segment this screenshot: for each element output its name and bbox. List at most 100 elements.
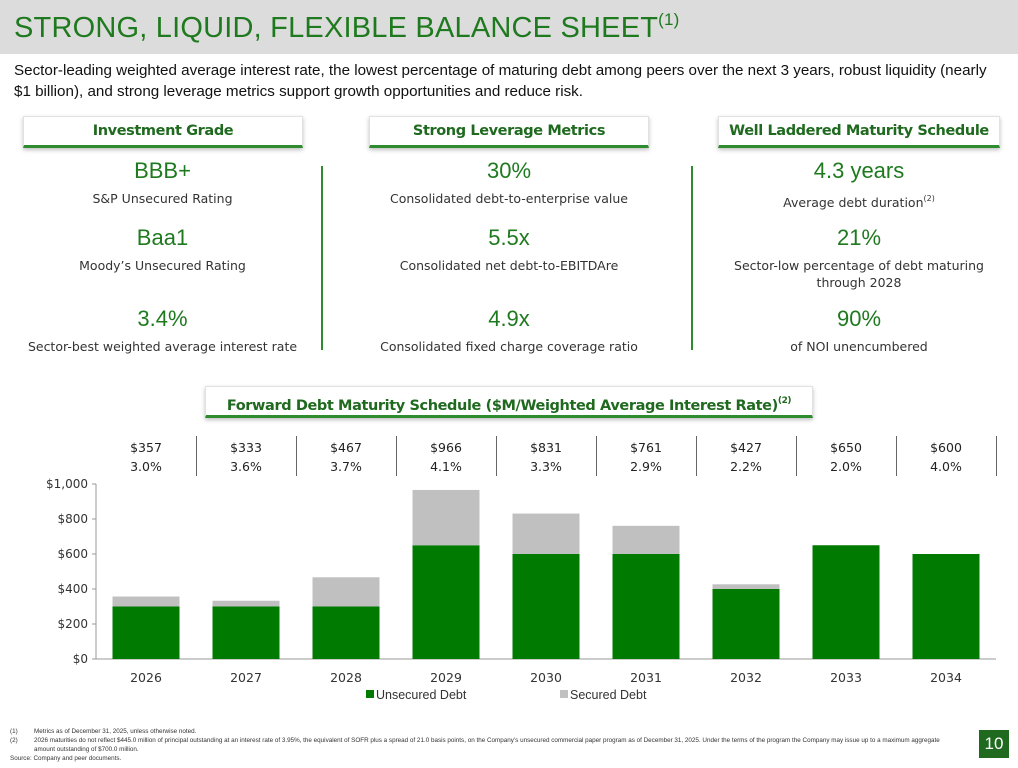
metric-label: S&P Unsecured Rating <box>92 191 233 206</box>
subtitle: Sector-leading weighted average interest… <box>14 62 987 100</box>
x-tick-label: 2027 <box>230 670 262 685</box>
metric-debt-to-ev: 30% Consolidated debt-to-enterprise valu… <box>358 158 660 207</box>
metric-moodys-rating: Baa1 Moody’s Unsecured Rating <box>10 225 315 274</box>
maturity-label: $427 2.2% <box>696 438 796 478</box>
label-separator <box>396 436 397 476</box>
total-label: $333 <box>230 440 262 455</box>
rate-label: 2.9% <box>630 459 662 474</box>
y-tick-label: $800 <box>57 512 88 526</box>
label-separator <box>496 436 497 476</box>
chart-header: Forward Debt Maturity Schedule ($M/Weigh… <box>205 386 813 418</box>
bar-secured-debt <box>312 577 380 607</box>
legend-swatch <box>366 690 374 698</box>
y-tick-label: $1,000 <box>46 477 88 491</box>
x-tick-label: 2034 <box>930 670 962 685</box>
maturity-label: $333 3.6% <box>196 438 296 478</box>
total-label: $831 <box>530 440 562 455</box>
maturity-label: $600 4.0% <box>896 438 996 478</box>
maturity-label: $467 3.7% <box>296 438 396 478</box>
footnotes: (1) Metrics as of December 31, 2025, unle… <box>10 727 960 763</box>
metric-label: of NOI unencumbered <box>790 339 928 354</box>
maturity-label: $650 2.0% <box>796 438 896 478</box>
x-tick-label: 2033 <box>830 670 862 685</box>
metric-label: Consolidated debt-to-enterprise value <box>390 191 628 206</box>
metric-label: Sector-best weighted average interest ra… <box>27 339 298 354</box>
y-tick-label: $400 <box>57 582 88 596</box>
metric-value: 4.3 years <box>813 158 905 183</box>
title-bar: STRONG, LIQUID, FLEXIBLE BALANCE SHEET(1… <box>0 0 1018 54</box>
legend-swatch <box>560 690 568 698</box>
maturity-label: $966 4.1% <box>396 438 496 478</box>
label-separator <box>196 436 197 476</box>
total-label: $966 <box>430 440 462 455</box>
metric-value: BBB+ <box>134 158 191 183</box>
x-tick-label: 2028 <box>330 670 362 685</box>
metric-value: 4.9x <box>488 306 530 331</box>
column-divider <box>691 166 693 350</box>
rate-label: 4.0% <box>930 459 962 474</box>
label-separator <box>896 436 897 476</box>
y-tick-label: $200 <box>57 617 88 631</box>
header-well-laddered-maturity: Well Laddered Maturity Schedule <box>718 116 1000 148</box>
metric-value: 5.5x <box>488 225 530 250</box>
page-title: STRONG, LIQUID, FLEXIBLE BALANCE SHEET(1… <box>14 10 680 44</box>
bar-unsecured-debt <box>212 606 280 659</box>
bar-secured-debt <box>212 600 280 607</box>
bar-secured-debt <box>412 489 480 546</box>
total-label: $650 <box>830 440 862 455</box>
source-note: Source: Company and peer documents. <box>10 755 122 762</box>
footnote: (2) 2026 maturities do not reflect $445.0… <box>10 737 940 753</box>
bar-secured-debt <box>612 525 680 554</box>
bar-unsecured-debt <box>912 554 980 659</box>
page-number: 10 <box>979 730 1009 758</box>
maturity-label: $357 3.0% <box>96 438 196 478</box>
metric-value: 3.4% <box>137 306 188 331</box>
x-tick-label: 2029 <box>430 670 462 685</box>
bar-secured-debt <box>112 596 180 607</box>
bar-unsecured-debt <box>712 589 780 659</box>
bar-unsecured-debt <box>112 606 180 659</box>
metric-fixed-charge-coverage: 4.9x Consolidated fixed charge coverage … <box>358 306 660 355</box>
label-separator <box>296 436 297 476</box>
metric-label: Sector-low percentage of debt maturing t… <box>734 258 984 290</box>
total-label: $427 <box>730 440 762 455</box>
metric-interest-rate: 3.4% Sector-best weighted average intere… <box>10 306 315 355</box>
metric-maturing-debt-pct: 21% Sector-low percentage of debt maturi… <box>728 225 990 291</box>
total-label: $600 <box>930 440 962 455</box>
maturity-bar-chart: $0 $200 $400 $600 $800 $1,000 2026 2027 2028 2029… <box>46 477 996 702</box>
x-tick-label: 2026 <box>130 670 162 685</box>
rate-label: 3.7% <box>330 459 362 474</box>
metric-label: Consolidated fixed charge coverage ratio <box>380 339 638 354</box>
metric-label: Average debt duration(2) <box>783 194 935 210</box>
maturity-label: $761 2.9% <box>596 438 696 478</box>
rate-label: 2.2% <box>730 459 762 474</box>
total-label: $761 <box>630 440 662 455</box>
header-investment-grade: Investment Grade <box>23 116 303 148</box>
bar-secured-debt <box>512 513 580 554</box>
legend-label: Secured Debt <box>570 688 647 702</box>
bar-unsecured-debt <box>312 606 380 659</box>
x-tick-label: 2030 <box>530 670 562 685</box>
metric-sp-rating: BBB+ S&P Unsecured Rating <box>10 158 315 207</box>
metric-noi-unencumbered: 90% of NOI unencumbered <box>718 306 1000 355</box>
total-label: $357 <box>130 440 162 455</box>
label-separator <box>696 436 697 476</box>
metric-value: Baa1 <box>136 225 189 250</box>
metric-debt-duration: 4.3 years Average debt duration(2) <box>718 158 1000 211</box>
label-separator <box>796 436 797 476</box>
metric-value: 90% <box>836 306 882 331</box>
rate-label: 3.6% <box>230 459 262 474</box>
rate-label: 2.0% <box>830 459 862 474</box>
bar-unsecured-debt <box>412 545 480 659</box>
y-tick-label: $600 <box>57 547 88 561</box>
column-divider <box>321 166 323 350</box>
bar-unsecured-debt <box>512 554 580 659</box>
maturity-label: $831 3.3% <box>496 438 596 478</box>
rate-label: 3.3% <box>530 459 562 474</box>
x-tick-label: 2032 <box>730 670 762 685</box>
bar-unsecured-debt <box>612 554 680 659</box>
legend-label: Unsecured Debt <box>376 688 467 702</box>
metric-net-debt-ebitdare: 5.5x Consolidated net debt-to-EBITDAre <box>358 225 660 274</box>
header-strong-leverage-metrics: Strong Leverage Metrics <box>369 116 649 148</box>
metric-label: Moody’s Unsecured Rating <box>79 258 246 273</box>
